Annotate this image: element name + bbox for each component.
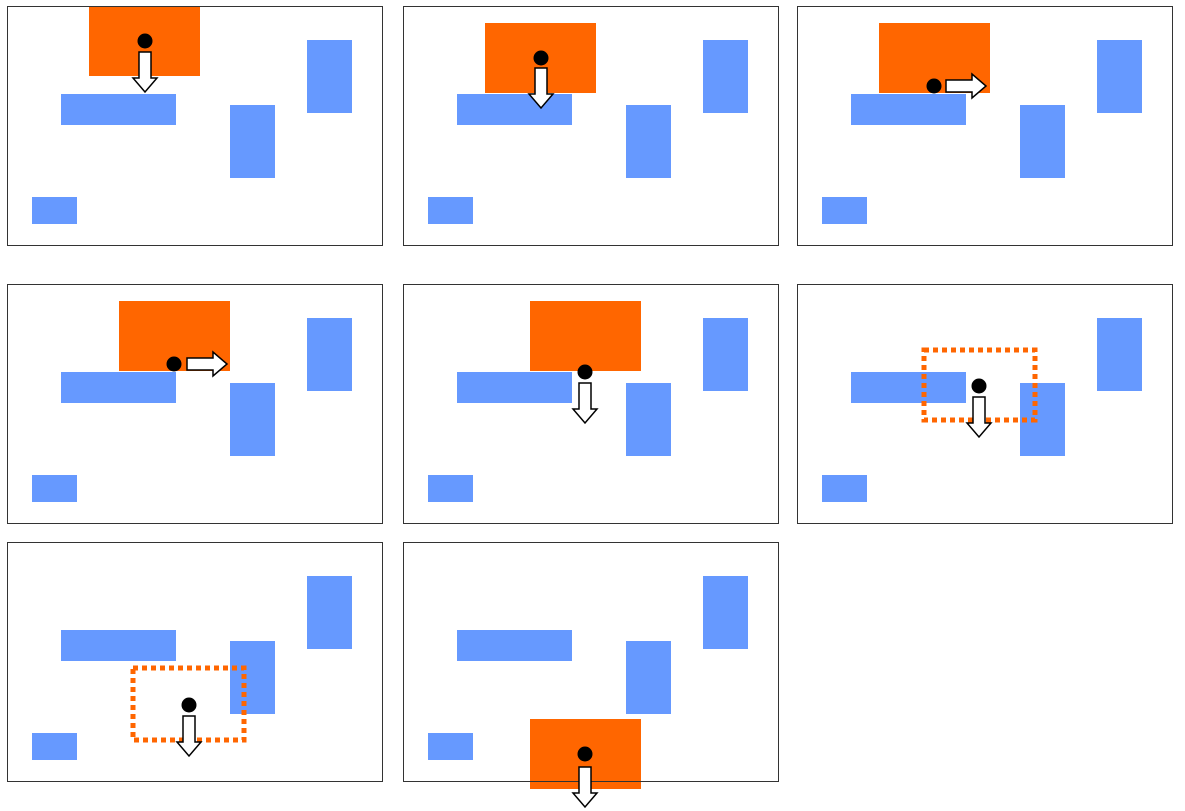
obstacle-tall-right [703, 40, 748, 113]
obstacle-tall-center [230, 383, 275, 456]
direction-arrow-icon [571, 766, 599, 809]
obstacle-wide-bar [457, 372, 572, 403]
obstacle-wide-bar [61, 94, 176, 125]
obstacle-tall-right [703, 318, 748, 391]
obstacle-tall-center [1020, 105, 1065, 178]
panel-border [403, 284, 779, 524]
obstacle-small-left [428, 197, 473, 224]
panel-step-4 [7, 284, 383, 524]
obstacle-tall-center [230, 105, 275, 178]
panel-step-5 [403, 284, 779, 524]
direction-arrow-icon [186, 350, 229, 378]
obstacle-small-left [32, 475, 77, 502]
panel-border [797, 284, 1173, 524]
position-dot [137, 33, 153, 49]
direction-arrow-icon [131, 51, 159, 94]
obstacle-small-left [428, 475, 473, 502]
obstacle-small-left [822, 475, 867, 502]
obstacle-wide-bar [457, 630, 572, 661]
moving-block [530, 301, 641, 371]
direction-arrow-icon [175, 715, 203, 758]
position-dot [181, 697, 197, 713]
obstacle-tall-center [626, 383, 671, 456]
panel-step-3 [797, 6, 1173, 246]
obstacle-small-left [32, 733, 77, 760]
obstacle-tall-right [703, 576, 748, 649]
panel-border [7, 542, 383, 782]
direction-arrow-icon [571, 382, 599, 425]
position-dot [971, 378, 987, 394]
panel-step-1 [7, 6, 383, 246]
obstacle-wide-bar [61, 372, 176, 403]
direction-arrow-icon [965, 396, 993, 439]
panel-step-2 [403, 6, 779, 246]
obstacle-small-left [822, 197, 867, 224]
obstacle-tall-right [1097, 40, 1142, 113]
panel-step-7 [7, 542, 383, 782]
panel-step-6 [797, 284, 1173, 524]
obstacle-small-left [32, 197, 77, 224]
obstacle-tall-center [626, 641, 671, 714]
obstacle-tall-right [1097, 318, 1142, 391]
obstacle-wide-bar [457, 94, 572, 125]
obstacle-tall-center [1020, 383, 1065, 456]
panel-border [7, 284, 383, 524]
position-dot [166, 356, 182, 372]
panel-border [403, 6, 779, 246]
position-dot [577, 746, 593, 762]
obstacle-tall-center [230, 641, 275, 714]
position-dot [926, 78, 942, 94]
direction-arrow-icon [527, 67, 555, 110]
panel-border [7, 6, 383, 246]
position-dot [533, 50, 549, 66]
obstacle-wide-bar [61, 630, 176, 661]
obstacle-tall-center [626, 105, 671, 178]
panel-border [797, 6, 1173, 246]
obstacle-tall-right [307, 318, 352, 391]
obstacle-tall-right [307, 576, 352, 649]
obstacle-wide-bar [851, 372, 966, 403]
direction-arrow-icon [945, 72, 988, 100]
obstacle-small-left [428, 733, 473, 760]
position-dot [577, 364, 593, 380]
obstacle-wide-bar [851, 94, 966, 125]
obstacle-tall-right [307, 40, 352, 113]
panel-step-8 [403, 542, 779, 809]
